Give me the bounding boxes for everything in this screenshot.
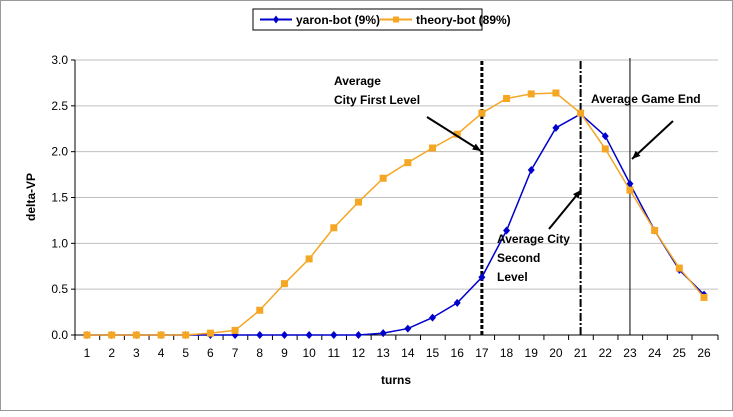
data-point [206, 329, 214, 337]
x-tick-label: 22 [599, 346, 613, 360]
x-tick-label: 1 [84, 346, 91, 360]
x-tick-label: 24 [648, 346, 662, 360]
data-point [404, 324, 412, 333]
annotation-label: Average [334, 74, 381, 88]
data-point [429, 313, 437, 322]
data-point [132, 331, 140, 339]
x-tick-label: 14 [401, 346, 415, 360]
y-tick-label: 2.5 [51, 99, 68, 113]
data-point [182, 331, 190, 339]
x-tick-label: 23 [623, 346, 637, 360]
y-tick-label: 0.5 [51, 282, 68, 296]
y-tick-label: 2.0 [51, 145, 68, 159]
data-point [601, 132, 609, 141]
legend-label-0: yaron-bot (9%) [296, 13, 380, 27]
data-point [478, 273, 486, 282]
data-point [280, 331, 288, 339]
x-tick-label: 2 [108, 346, 115, 360]
data-point [354, 198, 362, 206]
annotation-label: City First Level [334, 93, 420, 107]
y-tick-label: 1.0 [51, 236, 68, 250]
y-axis-label: delta-VP [24, 173, 38, 221]
x-tick-label: 13 [376, 346, 390, 360]
x-tick-label: 17 [475, 346, 489, 360]
data-point [256, 331, 264, 339]
data-point [675, 264, 683, 272]
data-point [700, 293, 708, 301]
x-tick-label: 18 [500, 346, 514, 360]
x-tick-label: 25 [673, 346, 687, 360]
data-point [453, 130, 461, 138]
annotation-arrow [631, 120, 674, 160]
data-point [157, 331, 165, 339]
x-tick-label: 8 [256, 346, 263, 360]
data-point [379, 329, 387, 338]
data-point [527, 90, 535, 98]
x-tick-label: 20 [549, 346, 563, 360]
data-point [379, 174, 387, 182]
x-axis-label: turns [381, 373, 411, 387]
x-tick-label: 21 [574, 346, 588, 360]
x-tick-label: 5 [182, 346, 189, 360]
x-tick-label: 4 [158, 346, 165, 360]
data-point [354, 331, 362, 339]
annotation-arrow [548, 189, 582, 230]
data-point [577, 109, 585, 117]
legend-marker [273, 15, 279, 24]
data-point [552, 89, 560, 97]
data-point [429, 144, 437, 152]
data-point [280, 280, 288, 288]
y-tick-label: 1.5 [51, 191, 68, 205]
data-point [478, 109, 486, 117]
annotation-arrow [426, 116, 482, 152]
x-tick-label: 16 [451, 346, 465, 360]
annotation-label: Level [497, 270, 528, 284]
data-point [651, 227, 659, 234]
series-line-0 [87, 113, 705, 336]
data-point [305, 255, 313, 263]
x-tick-label: 11 [328, 346, 341, 360]
data-point [83, 331, 91, 339]
data-point [404, 159, 412, 167]
y-tick-label: 0.0 [51, 328, 68, 342]
x-tick-label: 9 [281, 346, 288, 360]
data-point [231, 326, 239, 334]
data-point [503, 226, 511, 235]
arrowhead-icon [472, 143, 481, 151]
data-point [527, 166, 535, 174]
annotation-label: Second [497, 251, 540, 265]
legend: yaron-bot (9%) theory-bot (89%) [252, 8, 511, 31]
y-tick-label: 3.0 [51, 53, 68, 67]
annotation-label: Average Game End [591, 92, 701, 106]
x-tick-label: 10 [302, 346, 316, 360]
data-point [453, 298, 461, 307]
data-point [503, 95, 511, 102]
data-point [626, 186, 634, 194]
data-point [330, 331, 338, 339]
data-point [305, 331, 313, 339]
data-point [552, 123, 560, 132]
data-point [601, 145, 609, 153]
x-tick-label: 26 [697, 346, 711, 360]
x-tick-label: 3 [133, 346, 140, 360]
legend-marker [393, 16, 399, 23]
x-tick-label: 15 [426, 346, 440, 360]
series-line-1 [87, 92, 705, 336]
x-tick-label: 19 [525, 346, 539, 360]
data-point [626, 179, 634, 188]
x-tick-label: 6 [207, 346, 214, 360]
legend-box [252, 8, 483, 31]
annotation-label: Average City [497, 232, 570, 246]
legend-label-1: theory-bot (89%) [416, 13, 511, 27]
data-point [330, 224, 338, 232]
x-tick-label: 7 [232, 346, 239, 360]
arrowhead-icon [632, 150, 641, 159]
data-point [108, 331, 116, 339]
arrowhead-icon [573, 190, 581, 199]
x-tick-label: 12 [352, 346, 366, 360]
data-point [256, 306, 264, 314]
